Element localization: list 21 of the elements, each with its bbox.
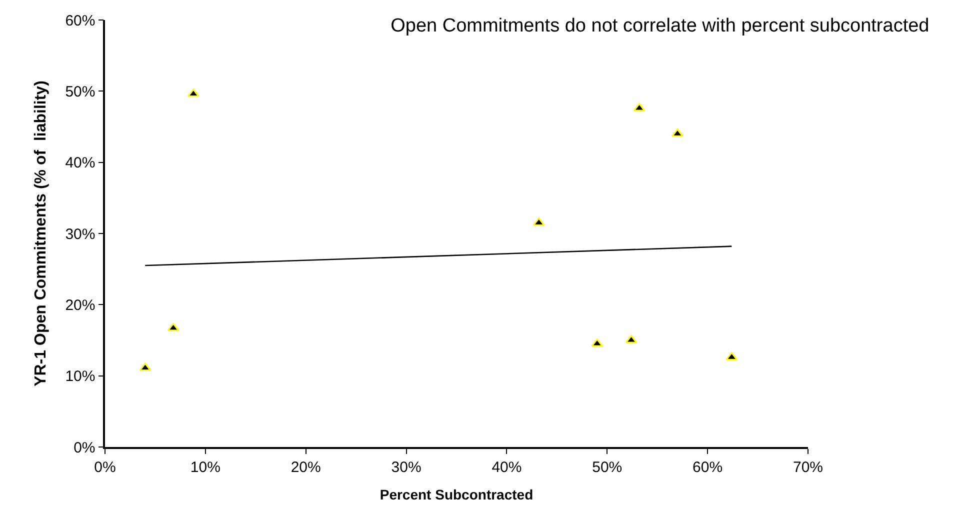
point (139, 362, 152, 372)
y-tick-label: 20% (65, 296, 96, 314)
y-tick-label: 60% (65, 12, 96, 30)
y-tick-label: 50% (65, 83, 96, 100)
y-tick-label: 40% (65, 154, 96, 172)
point (187, 88, 200, 98)
point (167, 322, 180, 332)
x-tick-label: 60% (692, 458, 723, 476)
x-tick-label: 50% (592, 458, 622, 476)
y-tick-label: 10% (65, 368, 96, 386)
y-tick-label: 0% (74, 439, 96, 456)
y-tick-label: 30% (65, 226, 96, 243)
x-tick-label: 40% (492, 458, 522, 476)
x-tick-label: 70% (792, 458, 824, 476)
x-axis-title: Percent Subcontracted (380, 486, 534, 503)
y-axis-title: YR-1 Open Commitments (% of liability) (32, 80, 50, 386)
x-tick-label: 20% (290, 458, 321, 476)
chart-title: Open Commitments do not correlate with percent subcontracted (390, 15, 930, 36)
x-tick-label: 30% (391, 458, 422, 476)
x-tick-label: 10% (190, 458, 220, 476)
x-tick-label: 0% (94, 458, 116, 476)
